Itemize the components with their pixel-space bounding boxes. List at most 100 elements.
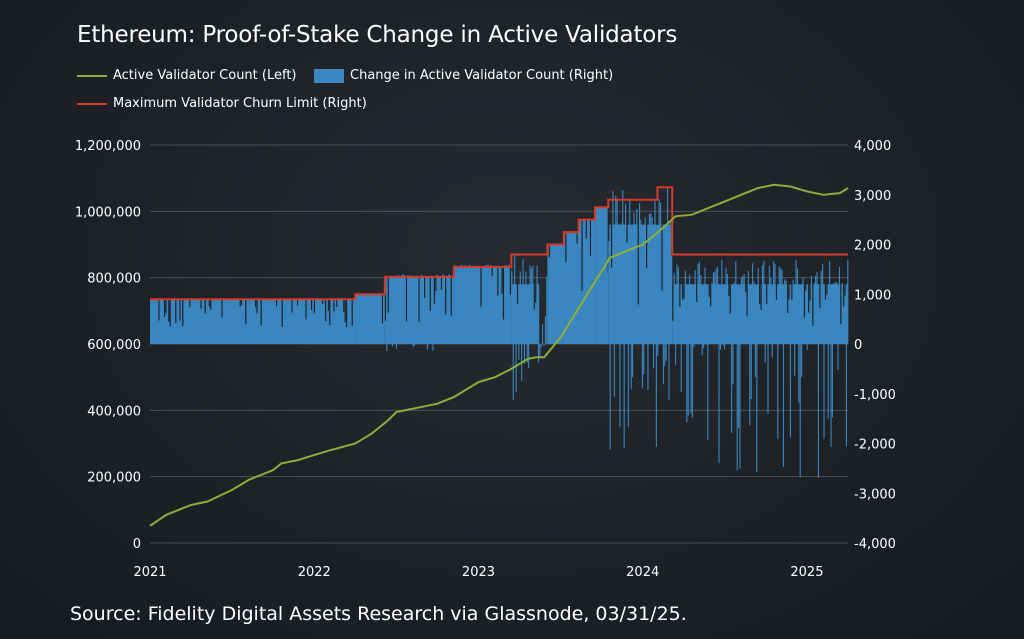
validator-change-bar [616,198,618,344]
validator-change-bar [176,299,178,344]
validator-change-bar [374,294,376,344]
validator-change-notch [346,299,348,328]
validator-change-bar [796,268,798,344]
validator-change-notch [281,299,283,327]
validator-change-bar [690,344,692,414]
validator-change-bar [285,299,287,344]
validator-change-bar [789,344,791,438]
validator-change-notch [791,284,793,300]
validator-change-bar [768,265,770,344]
validator-change-bar [618,224,620,344]
validator-change-notch [637,224,639,305]
validator-change-bar [596,207,598,344]
x-tick-label: 2025 [790,565,823,580]
validator-change-bar [159,299,161,344]
validator-change-notch [516,284,519,304]
validator-change-bar [704,267,706,344]
validator-change-bar [421,274,423,344]
churn-limit-line [150,186,848,301]
validator-change-bar [684,270,686,344]
right-tick-label: -4,000 [854,537,896,552]
left-axis-ticks: 0 200,000 400,000 600,000 800,000 1,000,000 1,… [75,139,141,552]
x-tick-label: 2023 [462,565,495,580]
validator-change-bar [578,219,580,344]
validator-change-notch [327,299,329,311]
validator-change-notch [241,299,243,305]
validator-change-bar [390,275,392,344]
validator-change-bar [771,344,773,358]
validator-change-notch [672,284,674,321]
validator-change-bar [761,265,763,344]
validator-change-bar [504,265,506,344]
validator-change-bar [600,207,602,344]
validator-change-bar [157,299,159,344]
validator-change-bar [530,268,533,344]
validator-change-bar [383,294,385,344]
validator-change-notch [387,276,389,313]
validator-change-bar [339,299,341,344]
validator-change-notch [239,299,241,307]
validator-change-bar [277,299,279,344]
validator-change-bar [266,299,268,344]
active-validator-line-group [149,183,849,527]
validator-change-bar [658,199,660,344]
validator-change-notch [760,284,762,310]
right-tick-label: -1,000 [854,388,896,403]
validator-change-notch [182,299,184,327]
validator-change-bar [815,275,817,344]
validator-change-notch [311,299,313,311]
validator-change-bar [712,272,714,344]
validator-change-bar [841,282,843,344]
validator-change-notch [682,284,684,300]
validator-change-bar [777,344,779,440]
validator-change-bar [185,299,187,344]
validator-change-bar [355,294,357,344]
validator-change-bar [572,232,574,344]
validator-change-bar [705,344,707,345]
validator-change-bar [634,224,636,344]
validator-change-notch [491,266,493,277]
validator-change-bar [449,274,451,344]
validator-change-bar [542,324,544,344]
validator-change-bar [398,275,400,344]
validator-change-bar [810,275,812,344]
validator-change-bar [785,280,787,344]
validator-change-bar [813,283,815,344]
validator-change-bar [442,274,444,344]
validator-change-bar [735,261,737,344]
validator-change-notch [565,232,567,262]
validator-change-bar [462,266,464,344]
validator-change-bar [431,276,433,344]
left-tick-label: 400,000 [87,404,141,419]
validator-change-bar [391,344,393,347]
validator-change-bar [774,263,776,344]
validator-change-bar [452,275,454,344]
validator-change-notch [322,299,324,305]
x-axis-ticks: 2021 2022 2023 2024 2025 [133,565,823,580]
left-tick-label: 600,000 [87,338,141,353]
validator-change-bar [173,299,175,344]
validator-change-bar [613,344,615,397]
validator-change-bar [722,344,724,346]
validator-change-bar [836,281,838,344]
validator-change-bar [366,294,368,344]
validator-change-notch [805,284,807,291]
validator-change-bar [484,265,486,344]
validator-change-bar [588,219,590,344]
validator-change-bar [770,277,772,344]
validator-change-notch [759,284,761,305]
right-tick-label: -2,000 [854,438,896,453]
validator-change-bar [267,299,269,344]
validator-change-bar [739,344,741,469]
validator-change-bar [532,265,534,344]
validator-change-bar [539,344,541,357]
churn-limit-line-group [150,186,848,301]
validator-change-bar [756,344,758,472]
validator-change-bar [817,344,819,478]
validator-change-bar [643,344,645,375]
validator-change-notch [533,284,535,310]
validator-change-bar [829,260,831,344]
validator-change-notch [581,219,583,291]
validator-change-bar [847,259,849,344]
validator-change-notch [336,299,338,308]
